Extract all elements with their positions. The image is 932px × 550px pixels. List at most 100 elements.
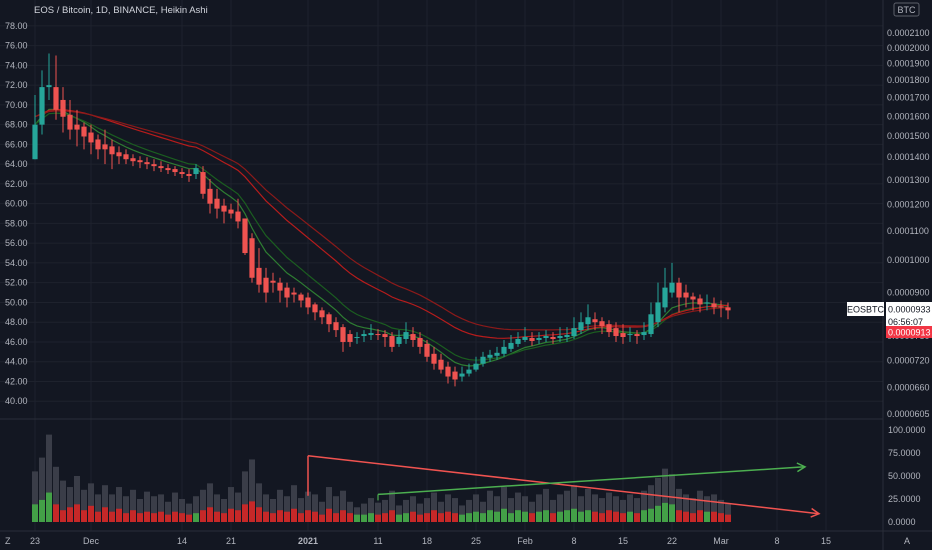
candle-body [137,160,143,163]
volume-bar-part [452,513,458,522]
volume-bar-part [144,511,150,522]
volume-bar-part [158,511,164,522]
volume-bar-part [431,510,437,522]
right-tick-label: 0.0000720 [887,356,930,366]
symbol-tag-label: EOSBTC [847,305,885,315]
candle-body [508,342,514,349]
volume-bar-part [298,513,304,522]
volume-bar-total [179,499,185,522]
volume-bar-total [683,494,689,522]
volume-axis: 0.0000 25.0000 50.0000 75.0000 100.0000 [888,425,926,527]
volume-bar-total [403,499,409,522]
volume-bar-part [543,510,549,522]
currency-badge[interactable]: BTC [893,2,920,17]
volume-tick-label: 0.0000 [888,517,916,527]
volume-bar-total [438,501,444,522]
candle-body [109,146,115,155]
volume-bar-total [88,483,94,522]
left-tick-label: 52.00 [5,278,28,288]
volume-bar-part [487,510,493,522]
candle-body [319,310,325,318]
right-tick-label: 0.0002100 [887,28,930,38]
ema-price-tag: 0.0000913 [886,326,932,338]
candles[interactable] [32,53,731,387]
candle-body [179,172,185,175]
volume-bar-total [186,503,192,522]
volume-bar-part [662,502,668,522]
volume-bar-total [627,494,633,522]
candle-body [515,338,521,344]
chart-title: EOS / Bitcoin, 1D, BINANCE, Heikin Ashi [34,5,208,16]
volume-bar-part [368,513,374,522]
candle-body [683,292,689,298]
right-tick-label: 0.0001700 [887,93,930,103]
candle-body [81,126,87,137]
right-tick-label: 0.0001100 [887,226,929,236]
volume-bar-total [648,485,654,522]
volume-bar-part [151,513,157,522]
volume-bar-total [424,498,430,522]
volume-bar-part [606,510,612,522]
volume-bar-part [235,510,241,522]
green-trend-arrow [377,466,806,496]
volume-pane[interactable] [32,434,731,522]
time-tick-label: 25 [471,536,481,546]
candle-body [529,338,535,341]
volume-bar-total [151,496,157,522]
volume-bar-total [172,492,178,522]
candle-body [221,205,227,212]
left-price-axis: 40.00 42.00 44.00 46.00 48.00 50.00 52.00 54.00… [5,21,28,406]
volume-bar-part [74,504,80,522]
time-tick-label: 8 [571,536,576,546]
volume-bar-part [116,508,122,522]
volume-bar-total [613,496,619,522]
countdown-tag: 06:56:07 [886,316,932,327]
volume-bar-total [319,501,325,522]
candle-body [95,139,101,150]
volume-bar-part [522,511,528,522]
volume-bar-part [697,510,703,522]
candle-body [718,306,724,308]
volume-bar-part [249,501,255,522]
volume-bar-part [88,505,94,522]
candle-body [53,87,59,110]
candle-body [473,363,479,370]
volume-bar-total [214,494,220,522]
volume-bar-part [557,511,563,522]
volume-bar-total [473,494,479,522]
volume-bar-total [102,485,108,522]
volume-bar-total [123,496,129,522]
candle-body [634,334,640,337]
volume-bar-total [501,487,507,522]
corner-label-left[interactable]: Z [5,536,11,546]
trend-arrows[interactable] [307,455,821,518]
candle-body [291,292,297,295]
volume-bar-part [284,511,290,522]
volume-bar-total [256,483,262,522]
left-tick-label: 42.00 [5,376,28,386]
volume-bar-total [487,490,493,522]
volume-bar-total [144,491,150,522]
time-tick-label: Mar [713,536,729,546]
ema-price-label: 0.0000913 [888,328,931,338]
volume-bar-part [459,514,465,522]
candle-body [277,282,283,291]
volume-bar-part [529,513,535,522]
corner-label-right[interactable]: A [904,536,910,546]
candle-body [690,296,696,300]
candle-body [214,198,220,209]
candle-body [102,144,108,150]
left-tick-label: 54.00 [5,258,28,268]
candle-body [354,337,360,339]
volume-bar-total [410,496,416,522]
right-tick-label: 0.0001000 [887,255,930,265]
candle-body [711,303,717,308]
volume-bar-total [543,488,549,522]
candle-body [578,322,584,331]
volume-tick-label: 50.0000 [888,471,921,481]
volume-bar-total [382,499,388,522]
volume-bar-part [676,510,682,522]
candle-body [501,346,507,354]
candle-body [186,174,192,177]
